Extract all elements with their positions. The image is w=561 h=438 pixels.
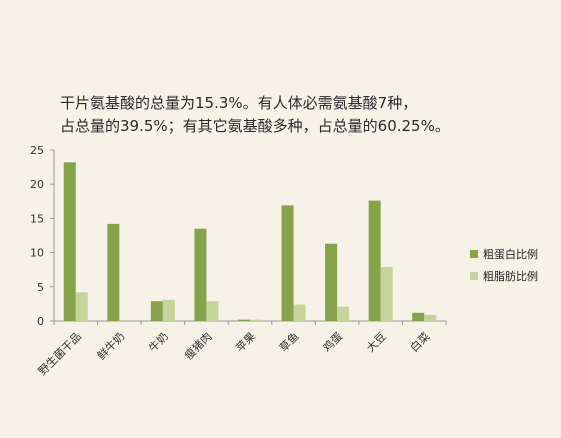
category-labels: 野生菌干品 鲜牛奶 牛奶 瘦猪肉 苹果 草鱼 鸡蛋 大豆 白菜: [35, 329, 432, 378]
category-label: 苹果: [233, 329, 258, 354]
bar-protein: [281, 205, 294, 321]
y-tick-label: 5: [37, 281, 44, 294]
bar-fat: [424, 314, 437, 321]
bar-fat: [293, 304, 306, 321]
category-label: 白菜: [407, 329, 432, 354]
y-tick-label: 0: [37, 315, 44, 328]
bar-protein: [368, 200, 381, 321]
y-tick-label: 15: [30, 212, 44, 225]
annotation-line-2: 占总量的39.5%；有其它氨基酸多种，占总量的60.25%。: [60, 117, 450, 135]
bar-protein: [412, 312, 425, 321]
category-label: 瘦猪肉: [181, 329, 214, 362]
bar-protein: [238, 319, 250, 321]
annotation-line-1: 干片氨基酸的总量为15.3%。有人体必需氨基酸7种，: [60, 94, 418, 112]
category-label: 草鱼: [276, 329, 301, 354]
category-label: 鸡蛋: [320, 329, 345, 354]
y-axis: 0 5 10 15 20 25: [30, 144, 55, 328]
bar-protein: [63, 162, 76, 321]
category-label: 牛奶: [146, 329, 171, 354]
y-tick-label: 10: [30, 247, 44, 260]
legend-swatch-fat: [470, 272, 478, 280]
legend: 粗蛋白比例 粗脂肪比例: [470, 243, 538, 287]
bar-fat: [75, 292, 88, 321]
chart-annotation: 干片氨基酸的总量为15.3%。有人体必需氨基酸7种， 占总量的39.5%；有其它…: [60, 92, 450, 138]
bar-protein: [325, 243, 338, 321]
legend-label-fat: 粗脂肪比例: [483, 270, 538, 283]
x-axis: [53, 320, 447, 325]
bar-protein: [194, 228, 207, 321]
category-label: 大豆: [363, 329, 388, 354]
bar-fat: [162, 299, 175, 321]
bar-fat: [337, 306, 350, 321]
legend-item-protein: 粗蛋白比例: [470, 243, 538, 265]
bar-protein: [150, 301, 163, 321]
y-tick-label: 20: [30, 178, 44, 191]
bars: [63, 162, 437, 321]
category-label: 野生菌干品: [35, 329, 84, 378]
legend-swatch-protein: [470, 250, 478, 258]
bar-protein: [107, 223, 120, 321]
category-label: 鲜牛奶: [94, 329, 127, 362]
y-tick-label: 25: [30, 144, 44, 157]
legend-item-fat: 粗脂肪比例: [470, 265, 538, 287]
legend-label-protein: 粗蛋白比例: [483, 248, 538, 261]
bar-fat: [380, 266, 393, 321]
bar-fat: [206, 301, 219, 321]
bar-fat: [250, 319, 262, 321]
